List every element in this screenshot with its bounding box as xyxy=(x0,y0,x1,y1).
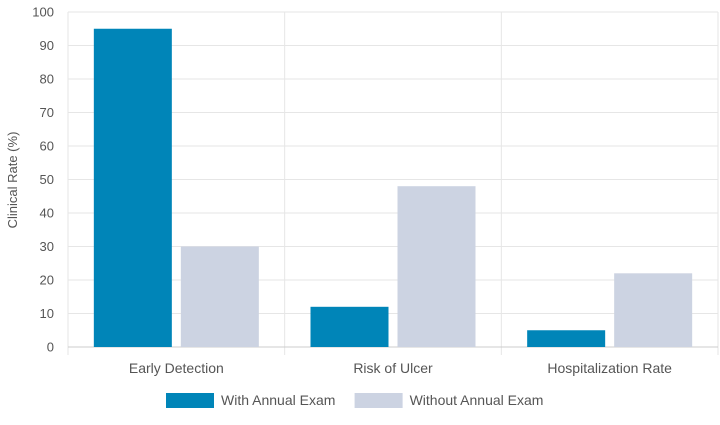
bars xyxy=(93,28,693,348)
legend-swatch xyxy=(354,393,403,408)
x-tick-label: Hospitalization Rate xyxy=(547,360,672,376)
legend-item[interactable]: With Annual Exam xyxy=(166,392,335,408)
legend-label: Without Annual Exam xyxy=(410,392,544,408)
y-tick-label: 100 xyxy=(32,5,54,20)
y-tick-label: 40 xyxy=(40,206,54,221)
y-tick-label: 0 xyxy=(47,340,54,355)
tick-labels: 0 10 20 30 40 50 60 70 80 90 100 Early Detection Ris… xyxy=(32,5,672,377)
legend-swatch xyxy=(166,393,214,408)
bar[interactable] xyxy=(310,306,389,347)
grid-lines xyxy=(67,11,719,355)
y-axis-title: Clinical Rate (%) xyxy=(5,132,20,229)
y-tick-label: 20 xyxy=(40,273,54,288)
bar[interactable] xyxy=(397,186,476,347)
legend-item[interactable]: Without Annual Exam xyxy=(354,392,544,408)
bar[interactable] xyxy=(527,330,606,347)
x-tick-label: Risk of Ulcer xyxy=(353,360,433,376)
legend: With Annual Exam Without Annual Exam xyxy=(166,392,543,408)
y-tick-label: 80 xyxy=(40,72,54,87)
bar[interactable] xyxy=(93,28,172,347)
x-tick-label: Early Detection xyxy=(129,360,224,376)
y-tick-label: 10 xyxy=(40,306,54,321)
bar[interactable] xyxy=(614,273,693,347)
y-tick-label: 90 xyxy=(40,38,54,53)
legend-label: With Annual Exam xyxy=(221,392,335,408)
y-tick-label: 30 xyxy=(40,239,54,254)
bar[interactable] xyxy=(180,246,259,348)
y-tick-label: 50 xyxy=(40,172,54,187)
y-tick-label: 70 xyxy=(40,105,54,120)
y-tick-label: 60 xyxy=(40,139,54,154)
